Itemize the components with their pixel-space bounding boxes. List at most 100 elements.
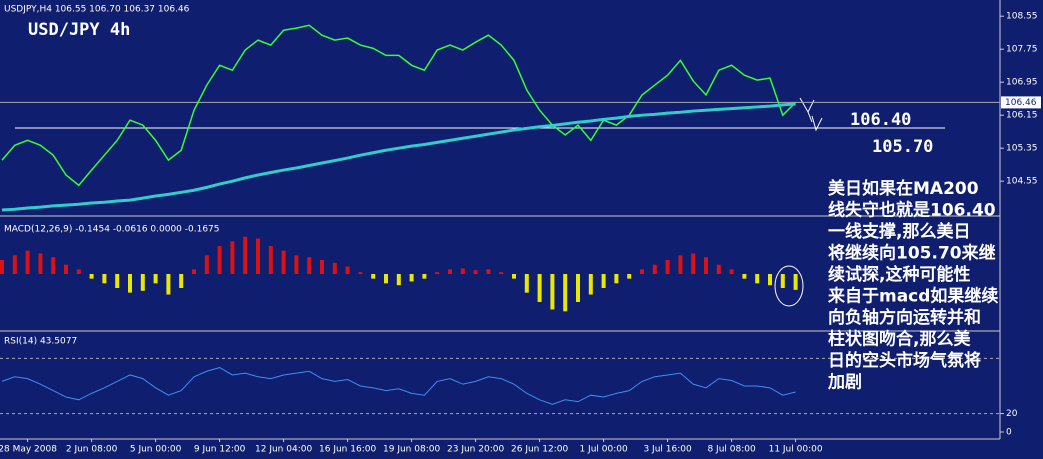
- last-price-label: 106.46: [1005, 98, 1037, 108]
- macd-bar: [76, 269, 81, 274]
- macd-bar: [460, 268, 465, 274]
- macd-bar: [678, 255, 683, 274]
- x-tick-label: 11 Jul 00:00: [769, 445, 823, 455]
- macd-bar: [0, 260, 4, 274]
- macd-bar: [140, 274, 145, 291]
- comment-line: 向负轴方向运转并和: [828, 307, 981, 328]
- comment-line: 加剧: [827, 373, 862, 393]
- comment-line: 线失守也就是106.40: [828, 200, 996, 221]
- macd-bar: [332, 262, 337, 274]
- macd-bar: [25, 250, 30, 274]
- macd-bar: [409, 274, 414, 282]
- x-tick-label: 16 Jun 16:00: [319, 445, 376, 455]
- macd-bar: [640, 269, 644, 274]
- macd-bar: [153, 274, 158, 284]
- x-tick-label: 1 Jul 00:00: [579, 445, 628, 455]
- x-tick-label: 3 Jul 16:00: [643, 445, 692, 455]
- x-tick-label: 5 Jun 00:00: [130, 445, 182, 455]
- macd-bar: [38, 253, 43, 274]
- macd-bar: [665, 260, 670, 274]
- price-line: [1, 24, 797, 187]
- macd-bar: [627, 274, 632, 279]
- macd-bar: [486, 269, 491, 274]
- comment-line: 一线支撑,那么美日: [828, 221, 970, 242]
- macd-bar: [64, 264, 68, 274]
- macd-bar: [307, 257, 312, 274]
- macd-bar: [115, 274, 120, 288]
- macd-bar: [358, 272, 363, 274]
- x-tick-label: 2 Jun 08:00: [66, 445, 118, 455]
- macd-bar: [204, 255, 209, 274]
- y-tick-label: 106.15: [1006, 111, 1038, 121]
- macd-bar: [384, 274, 388, 284]
- x-tick-label: 28 May 2008: [0, 445, 57, 455]
- macd-bar: [729, 269, 734, 274]
- macd-bar: [128, 274, 132, 293]
- macd-bar: [345, 266, 350, 274]
- x-tick-label: 12 Jun 04:00: [255, 445, 312, 455]
- macd-bar: [716, 264, 721, 274]
- macd-bar: [294, 255, 299, 274]
- comment-line: 美日如果在MA200: [828, 178, 979, 199]
- y-tick-label: 106.95: [1006, 78, 1038, 88]
- comment-line: 日的空头市场气氛将: [828, 350, 981, 371]
- x-tick-label: 23 Jun 20:00: [447, 445, 504, 455]
- macd-bar: [256, 238, 260, 274]
- macd-bar: [742, 274, 747, 279]
- macd-bar: [601, 274, 606, 288]
- macd-bar: [576, 274, 580, 302]
- x-tick-label: 9 Jun 12:00: [194, 445, 246, 455]
- y-tick-label: 0: [1006, 428, 1012, 438]
- macd-header: MACD(12,26,9) -0.1454 -0.0616 0.0000 -0.…: [4, 225, 220, 235]
- macd-bar: [396, 274, 401, 286]
- x-tick-label: 8 Jul 08:00: [707, 445, 756, 455]
- x-tick-label: 26 Jun 12:00: [511, 445, 568, 455]
- macd-bar: [102, 274, 107, 284]
- macd-bar: [550, 274, 555, 310]
- y-tick-label: 107.75: [1006, 45, 1038, 55]
- comment-line: 柱状图吻合,那么美: [828, 329, 971, 350]
- macd-bar: [614, 274, 619, 284]
- x-tick-label: 19 Jun 08:00: [383, 445, 440, 455]
- macd-bar: [704, 257, 708, 274]
- macd-bar: [166, 274, 171, 295]
- y-tick-label: 20: [1006, 409, 1018, 419]
- macd-bar: [89, 274, 94, 279]
- macd-bar: [230, 241, 235, 274]
- macd-bar: [179, 274, 184, 288]
- macd-bar: [691, 253, 696, 274]
- macd-bar: [512, 274, 516, 279]
- macd-bar: [448, 269, 452, 274]
- macd-bar: [435, 272, 440, 274]
- macd-bar: [793, 274, 798, 290]
- macd-bar: [588, 274, 593, 295]
- macd-bar: [499, 272, 504, 274]
- chart-title: USD/JPY 4h: [28, 20, 130, 40]
- header: USDJPY,H4 106.55 106.70 106.37 106.46: [4, 5, 190, 15]
- macd-bar: [320, 260, 324, 274]
- macd-bar: [192, 269, 196, 274]
- macd-bar: [652, 264, 657, 274]
- macd-bar: [371, 274, 376, 279]
- macd-bar: [755, 274, 760, 284]
- price-line: [1, 102, 796, 212]
- circle-highlight: [774, 265, 804, 307]
- y-tick-label: 105.35: [1006, 144, 1038, 154]
- annotation: 106.40: [850, 110, 911, 130]
- macd-bar: [563, 274, 568, 312]
- rsi-header: RSI(14) 43.5077: [4, 337, 77, 347]
- macd-bar: [268, 246, 273, 274]
- macd-bar: [473, 270, 478, 274]
- macd-bar: [243, 236, 248, 274]
- comment-line: 来自于macd如果继续: [827, 286, 998, 307]
- macd-bar: [780, 274, 785, 288]
- annotation: 105.70: [872, 137, 933, 157]
- comment-line: 续试探,这种可能性: [828, 264, 970, 285]
- macd-bar: [422, 274, 427, 279]
- y-tick-label: 108.55: [1006, 12, 1038, 22]
- macd-bar: [12, 255, 17, 274]
- last-price-box: [1001, 96, 1041, 109]
- y-tick-label: 104.55: [1006, 177, 1038, 187]
- macd-bar: [768, 274, 772, 286]
